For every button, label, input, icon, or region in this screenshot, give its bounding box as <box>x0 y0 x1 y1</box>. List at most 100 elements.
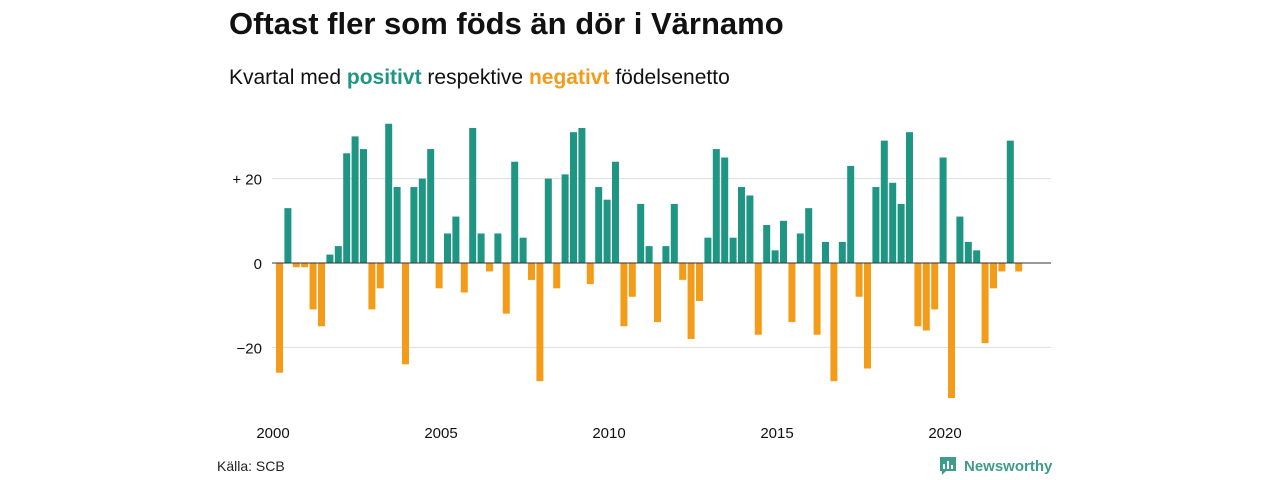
bar <box>309 263 317 310</box>
bar <box>292 263 300 268</box>
bar <box>712 149 720 263</box>
chart-subtitle: Kvartal med positivt respektive negativt… <box>229 66 730 90</box>
subtitle-negative-label: negativt <box>528 66 610 89</box>
bar <box>654 263 661 323</box>
bar <box>696 263 703 301</box>
bar <box>662 246 670 263</box>
bar <box>922 263 930 331</box>
bar <box>704 237 712 263</box>
bar <box>444 233 451 263</box>
source-note: Källa: SCB <box>217 458 285 474</box>
bar <box>754 263 762 335</box>
x-tick-label: 2010 <box>592 425 625 442</box>
bar <box>553 263 561 289</box>
subtitle-positive-label: positivt <box>346 66 422 89</box>
bar <box>360 149 367 263</box>
bar <box>544 178 552 263</box>
bar <box>427 149 435 263</box>
bar <box>746 195 754 263</box>
bar <box>578 127 586 264</box>
bar <box>880 140 888 263</box>
bar <box>830 263 838 382</box>
bar <box>620 263 628 327</box>
bar <box>679 263 687 280</box>
bar <box>586 263 594 285</box>
bar <box>738 187 745 263</box>
bar <box>780 220 787 263</box>
bar <box>645 246 653 263</box>
bar <box>486 263 493 272</box>
bar <box>813 263 821 335</box>
bar <box>637 203 645 263</box>
bar <box>326 254 334 263</box>
bar <box>805 208 813 263</box>
bar <box>519 237 527 263</box>
brand-logo: Newsworthy <box>938 456 1052 476</box>
x-tick-label: 2005 <box>424 425 457 442</box>
bar <box>964 241 972 263</box>
bar <box>301 263 309 268</box>
bar <box>956 216 964 263</box>
bar <box>284 208 292 263</box>
bar <box>628 263 636 297</box>
bar <box>612 161 619 263</box>
subtitle-prefix: Kvartal med <box>229 66 342 89</box>
bar <box>460 263 468 293</box>
bar <box>402 263 409 365</box>
bar <box>998 263 1006 272</box>
bar <box>393 187 401 263</box>
bar <box>872 187 880 263</box>
bar <box>796 233 804 263</box>
subtitle-middle: respektive <box>427 66 524 89</box>
bar <box>822 241 829 263</box>
bar <box>570 132 577 263</box>
bar <box>948 263 955 399</box>
y-tick-label: + 20 <box>232 172 262 189</box>
bar <box>771 250 779 263</box>
x-tick-label: 2015 <box>760 425 793 442</box>
bar <box>502 263 510 314</box>
newsworthy-logo-icon <box>940 457 956 475</box>
bar <box>603 199 611 263</box>
bar <box>670 203 678 263</box>
bar <box>721 157 729 263</box>
bar <box>528 263 535 280</box>
bar <box>855 263 863 297</box>
bar <box>595 187 603 263</box>
bar <box>410 187 418 263</box>
bar <box>561 174 569 263</box>
x-tick-label: 2020 <box>928 425 961 442</box>
bar <box>477 233 485 263</box>
bar <box>452 216 460 263</box>
bar <box>906 132 913 263</box>
bar <box>939 157 947 263</box>
bar <box>435 263 443 289</box>
bar <box>981 263 989 344</box>
bar <box>1015 263 1023 272</box>
bar <box>788 263 796 323</box>
bar <box>990 263 997 289</box>
bar <box>973 250 981 263</box>
x-tick-label: 2000 <box>256 425 289 442</box>
bar <box>368 263 376 310</box>
subtitle-suffix: födelsenetto <box>615 66 730 89</box>
bar <box>729 237 737 263</box>
bar <box>511 161 519 263</box>
bar <box>494 233 502 263</box>
bar <box>318 263 325 327</box>
bar <box>343 153 351 263</box>
bar <box>889 182 897 263</box>
bar <box>687 263 695 339</box>
bar <box>847 165 855 263</box>
y-tick-label: 0 <box>254 256 262 273</box>
bar <box>838 241 846 263</box>
y-tick-label: −20 <box>237 340 262 357</box>
bar <box>897 203 905 263</box>
bar <box>469 127 477 264</box>
bar <box>763 225 771 263</box>
bar <box>351 136 359 263</box>
bar <box>536 263 544 382</box>
bar <box>914 263 922 327</box>
bar <box>1006 140 1014 263</box>
